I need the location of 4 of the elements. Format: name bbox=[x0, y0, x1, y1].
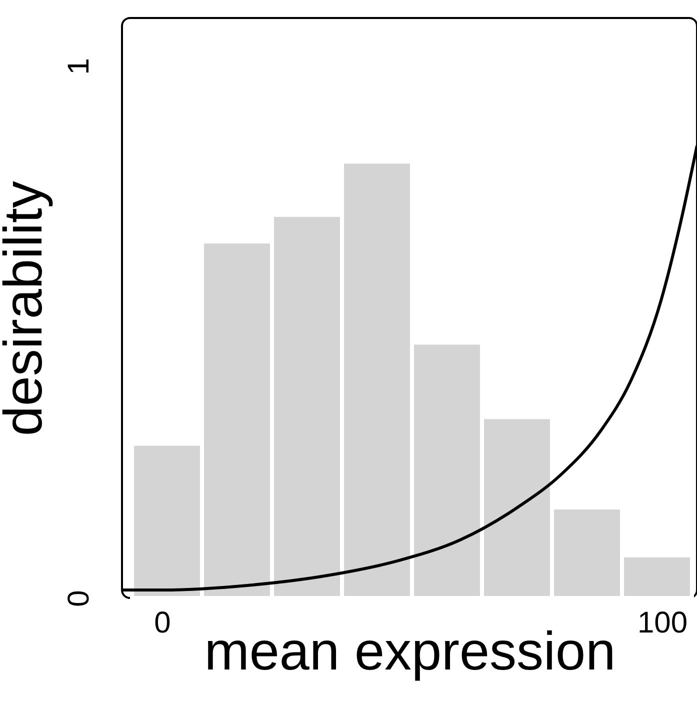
x-tick-label: 100 bbox=[637, 606, 688, 640]
x-axis-title: mean expression bbox=[204, 622, 616, 682]
y-axis-title: desirability bbox=[0, 180, 54, 436]
y-tick-label: 1 bbox=[62, 58, 96, 75]
